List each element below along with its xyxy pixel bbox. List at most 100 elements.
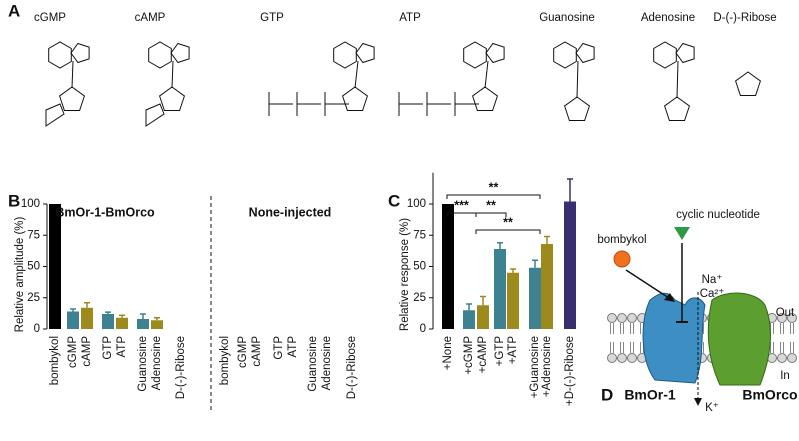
lipid-head (777, 313, 787, 323)
bar (151, 320, 163, 329)
y-tick-label: 25 (413, 292, 426, 304)
molecule-name: D-(-)-Ribose (713, 12, 776, 24)
receptor-shape (642, 292, 706, 384)
panel-label: A (8, 1, 20, 20)
x-tick-label: Guanosine (307, 336, 319, 392)
structure (71, 60, 74, 89)
structure (333, 41, 357, 69)
structure (48, 41, 72, 69)
bar (116, 317, 128, 329)
bar (507, 272, 519, 329)
lipid-head (607, 313, 617, 323)
structure (354, 60, 359, 89)
structure (675, 42, 695, 64)
y-tick-label: 75 (413, 229, 426, 241)
diagram-label: Ca²⁺ (700, 288, 725, 300)
structure (553, 41, 577, 69)
molecule-name: GTP (260, 12, 284, 24)
y-tick-label: 25 (27, 292, 40, 304)
y-axis-label: Relative response (%) (399, 218, 411, 331)
molecule-name: cGMP (34, 12, 66, 24)
structure (45, 103, 65, 127)
x-tick-label: +None (442, 336, 454, 370)
panel-label: D (601, 385, 613, 404)
diagram-label: Na⁺ (702, 274, 723, 286)
x-tick-label: +cGMP (463, 336, 475, 375)
lipid-head (787, 313, 797, 323)
molecule-name: ATP (399, 12, 421, 24)
bar (494, 249, 506, 329)
molecule-name: Adenosine (641, 12, 695, 24)
bar (442, 204, 454, 329)
modulator-icon (674, 227, 690, 240)
x-tick-label: Guanosine (137, 336, 149, 392)
lipid-head (777, 353, 787, 363)
lipid-head (607, 353, 617, 363)
structure (463, 41, 487, 69)
group-title: None-injected (249, 205, 332, 219)
bar (137, 319, 149, 329)
diagram-label: BmOr-1 (624, 387, 676, 403)
structure (171, 60, 174, 89)
diagram-label: BmOrco (742, 387, 797, 403)
x-tick-label: +Adenosine (541, 336, 553, 397)
arrow (625, 269, 673, 301)
significance-label: *** (454, 198, 469, 212)
structure (355, 42, 375, 64)
diagram-label: cyclic nucleotide (676, 209, 760, 221)
structure (484, 60, 489, 89)
significance-bracket (475, 229, 541, 234)
structure (170, 42, 190, 64)
significance-label: ** (503, 215, 513, 229)
structure (148, 41, 172, 69)
structure (564, 96, 590, 121)
x-tick-label: ATP (287, 336, 299, 358)
structure (576, 60, 579, 99)
structure (59, 86, 85, 111)
structure (145, 103, 165, 127)
bar (477, 305, 489, 329)
lipid-head (627, 353, 637, 363)
group-title: BmOr-1-BmOrco (55, 205, 155, 219)
lipid-head (627, 313, 637, 323)
x-tick-label: +cAMP (477, 336, 489, 374)
structure (575, 42, 595, 64)
structure (653, 41, 677, 69)
ligand-icon (613, 250, 631, 268)
x-tick-label: ATP (116, 336, 128, 358)
bar (102, 314, 114, 329)
bar (541, 244, 553, 329)
diagram-label: K⁺ (705, 402, 719, 414)
arrowhead (694, 398, 702, 406)
x-tick-label: +GTP (494, 336, 506, 367)
x-tick-label: +ATP (507, 336, 519, 365)
bar (81, 307, 93, 329)
bar (463, 310, 475, 329)
structure (676, 60, 679, 99)
significance-label: ** (489, 180, 499, 194)
bar (49, 204, 61, 329)
structure (342, 86, 368, 111)
x-tick-label: cGMP (237, 336, 249, 368)
y-tick-label: 0 (420, 323, 426, 335)
y-tick-label: 100 (407, 198, 426, 210)
x-tick-label: GTP (273, 336, 285, 360)
structure (472, 86, 498, 111)
x-tick-label: +D-(-)-Ribose (564, 336, 576, 406)
x-tick-label: cAMP (251, 336, 263, 367)
lipid-head (617, 313, 627, 323)
bar (529, 267, 541, 329)
x-tick-label: +Guanosine (529, 336, 541, 398)
panel-label: C (388, 191, 400, 210)
diagram-label: Out (776, 307, 795, 319)
structure (485, 42, 505, 64)
x-tick-label: cAMP (81, 336, 93, 367)
lipid-head (617, 353, 627, 363)
molecule-name: Guanosine (539, 12, 595, 24)
x-tick-label: D-(-)-Ribose (346, 336, 358, 399)
y-tick-label: 75 (27, 229, 40, 241)
diagram-label: bombykol (597, 234, 646, 246)
lipid-head (787, 353, 797, 363)
